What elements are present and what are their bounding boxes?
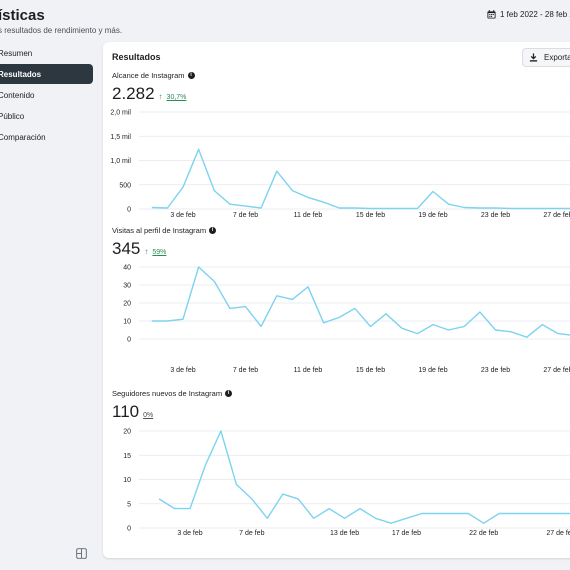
y-tick-label: 5 xyxy=(127,501,131,508)
y-tick-label: 0 xyxy=(127,207,131,214)
y-tick-label: 30 xyxy=(123,283,131,290)
metric-value-text: 110 xyxy=(112,402,140,421)
y-tick-label: 10 xyxy=(123,319,131,326)
metric-label-reach: Alcance de Instagram i xyxy=(112,71,195,80)
x-tick-label: 27 de feb xyxy=(543,212,570,219)
arrow-up-icon: ↑ xyxy=(158,92,163,101)
sidebar-item-label: Contenido xyxy=(0,90,35,100)
calendar-icon xyxy=(487,10,496,19)
metric-value-reach: 2.282 ↑ 30,7% xyxy=(112,84,186,104)
x-tick-label: 22 de feb xyxy=(469,530,498,537)
reach-chart: 0 500 1,0 mil 1,5 mil 2,0 mil 3 de feb 7 de fe… xyxy=(110,110,570,219)
series-line xyxy=(158,430,570,524)
info-icon[interactable]: i xyxy=(209,227,217,234)
x-tick-label: 7 de feb xyxy=(239,530,264,537)
page-subtitle: s resultados de rendimiento y más. xyxy=(0,26,123,35)
arrow-up-icon: ↑ xyxy=(144,247,149,256)
x-tick-label: 3 de feb xyxy=(170,367,195,374)
y-tick-label: 0 xyxy=(127,526,131,533)
metric-delta: 30,7% xyxy=(166,94,187,101)
sidebar-item-publico[interactable]: Público xyxy=(0,106,93,126)
sidebar-item-contenido[interactable]: Contenido xyxy=(0,85,93,105)
date-range-label: 1 feb 2022 - 28 feb 2022 xyxy=(500,10,570,19)
metric-label-text: Seguidores nuevos de Instagram xyxy=(112,389,223,398)
metric-label-new-followers: Seguidores nuevos de Instagram i xyxy=(112,389,233,398)
y-tick-label: 15 xyxy=(123,453,131,460)
sidebar-item-label: Público xyxy=(0,111,25,121)
series-line xyxy=(151,266,570,338)
series-line xyxy=(151,148,570,210)
x-tick-label: 23 de feb xyxy=(481,367,510,374)
export-button[interactable]: Exportar xyxy=(522,48,570,67)
info-icon[interactable]: i xyxy=(225,390,233,397)
metric-value-text: 2.282 xyxy=(112,84,155,103)
x-tick-label: 3 de feb xyxy=(177,530,202,537)
metric-label-profile-visits: Visitas al perfil de Instagram i xyxy=(112,226,217,235)
metric-value-new-followers: 110 0% xyxy=(112,402,153,422)
sidebar-item-resumen[interactable]: Resumen xyxy=(0,43,93,63)
x-tick-label: 19 de feb xyxy=(418,367,447,374)
y-tick-label: 1,5 mil xyxy=(110,134,131,141)
x-tick-label: 3 de feb xyxy=(170,212,195,219)
x-tick-label: 17 de feb xyxy=(392,530,421,537)
sidebar-item-label: Resultados xyxy=(0,69,42,79)
y-tick-label: 2,0 mil xyxy=(110,110,131,117)
y-tick-label: 0 xyxy=(127,337,131,344)
x-tick-label: 11 de feb xyxy=(294,212,323,219)
page-title: ísticas xyxy=(0,7,45,24)
y-tick-label: 20 xyxy=(123,301,131,308)
x-tick-label: 27 de feb xyxy=(546,530,570,537)
download-icon xyxy=(529,53,538,62)
x-tick-label: 15 de feb xyxy=(356,212,385,219)
date-range-picker[interactable]: 1 feb 2022 - 28 feb 2022 xyxy=(487,10,570,19)
panel-toggle-icon[interactable] xyxy=(76,548,87,559)
new-followers-chart: 0 5 10 15 20 3 de feb 7 de feb 13 de feb 17 de f… xyxy=(123,429,570,537)
metric-delta: 59% xyxy=(152,249,167,256)
sidebar-item-label: Comparación xyxy=(0,132,46,142)
metric-value-profile-visits: 345 ↑ 59% xyxy=(112,239,166,259)
info-icon[interactable]: i xyxy=(187,72,195,79)
y-tick-label: 1,0 mil xyxy=(110,158,131,165)
y-tick-label: 10 xyxy=(123,477,131,484)
sidebar: Resumen Resultados Contenido Público Com… xyxy=(0,40,96,148)
export-label: Exportar xyxy=(544,53,570,62)
x-tick-label: 7 de feb xyxy=(233,367,258,374)
sidebar-item-label: Resumen xyxy=(0,48,33,58)
profile-visits-chart: 0 10 20 30 40 3 de feb 7 de feb 11 de feb 15 de … xyxy=(123,265,570,374)
x-tick-label: 13 de feb xyxy=(330,530,359,537)
sidebar-item-comparacion[interactable]: Comparación xyxy=(0,127,93,147)
results-card: Resultados Exportar Alcance de Instagram… xyxy=(103,42,570,558)
metric-delta: 0% xyxy=(143,412,154,419)
metric-value-text: 345 xyxy=(112,239,141,258)
sidebar-item-resultados[interactable]: Resultados xyxy=(0,64,93,84)
y-tick-label: 500 xyxy=(119,182,131,189)
x-tick-label: 11 de feb xyxy=(294,367,323,374)
metric-label-text: Alcance de Instagram xyxy=(112,71,185,80)
metric-label-text: Visitas al perfil de Instagram xyxy=(112,226,207,235)
y-tick-label: 20 xyxy=(123,429,131,436)
x-tick-label: 27 de feb xyxy=(543,367,570,374)
x-tick-label: 15 de feb xyxy=(356,367,385,374)
x-tick-label: 23 de feb xyxy=(481,212,510,219)
card-title: Resultados xyxy=(112,52,161,62)
x-tick-label: 7 de feb xyxy=(233,212,258,219)
x-tick-label: 19 de feb xyxy=(418,212,447,219)
y-tick-label: 40 xyxy=(123,265,131,272)
